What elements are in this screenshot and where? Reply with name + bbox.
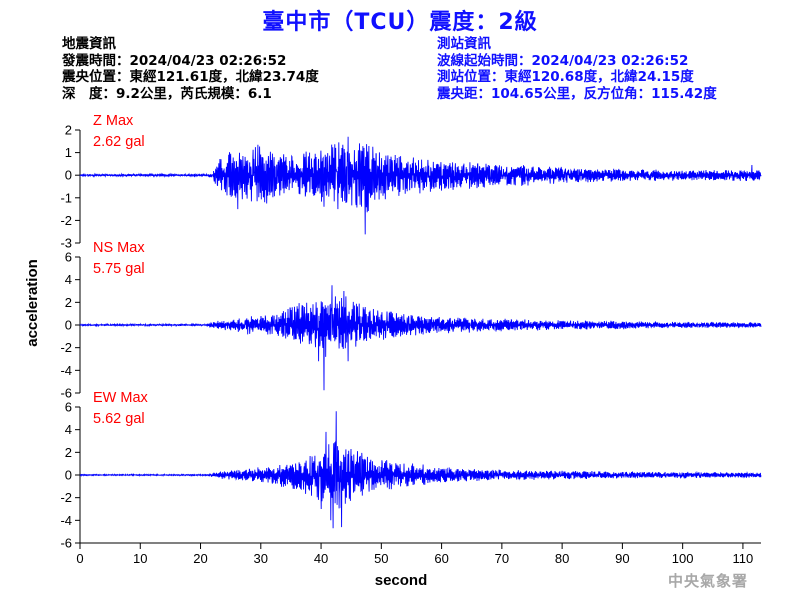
x-tick-label: 80	[555, 551, 569, 566]
y-tick-label: -4	[60, 513, 72, 528]
component-label: NS Max	[93, 240, 145, 256]
y-tick-label: 2	[65, 295, 72, 310]
y-tick-label: 6	[65, 250, 72, 265]
y-tick-label: -6	[60, 386, 72, 401]
x-tick-label: 20	[193, 551, 207, 566]
y-tick-label: 6	[65, 400, 72, 415]
y-tick-label: 0	[65, 468, 72, 483]
panel-3: 6 4 2 0 -2 -4 -6 EW Max 5.62 gal	[60, 390, 762, 551]
x-tick-label: 0	[76, 551, 83, 566]
x-tick-label: 10	[133, 551, 147, 566]
x-tick-label: 60	[434, 551, 448, 566]
y-tick-label: 2	[65, 445, 72, 460]
station-location: 測站位置：東經120.68度，北緯24.15度	[437, 69, 694, 85]
x-tick-label: 40	[314, 551, 328, 566]
x-tick-label: 50	[374, 551, 388, 566]
waveform-line	[79, 285, 762, 391]
y-tick-label: -2	[60, 213, 72, 228]
earthquake-info: 地震資訊 發震時間：2024/04/23 02:26:52 震央位置：東經121…	[62, 36, 319, 102]
waveform-line	[79, 136, 762, 235]
component-label: EW Max	[93, 390, 149, 406]
waveform-line	[79, 411, 762, 529]
y-axis-label: acceleration	[24, 259, 41, 347]
component-label: Z Max	[93, 113, 134, 129]
y-tick-label: 0	[65, 318, 72, 333]
station-info-heading: 測站資訊	[437, 36, 491, 52]
y-tick-label: 1	[65, 145, 72, 160]
panel-2: 6 4 2 0 -2 -4 -6 NS Max 5.75 gal	[60, 240, 762, 401]
epicenter-location: 震央位置：東經121.61度，北緯23.74度	[62, 69, 319, 85]
chart-title: 臺中市（TCU）震度：2級	[262, 10, 538, 35]
wave-start-time: 波線起始時間：2024/04/23 02:26:52	[437, 52, 689, 69]
origin-time: 發震時間：2024/04/23 02:26:52	[62, 52, 287, 69]
depth-magnitude: 深 度：9.2公里，芮氏規模：6.1	[62, 85, 272, 102]
panel-1: 2 1 0 -1 -2 -3 Z Max 2.62 gal	[60, 113, 762, 251]
x-axis-label: second	[375, 572, 428, 589]
y-tick-label: 2	[65, 123, 72, 138]
epicentral-distance: 震央距：104.65公里，反方位角：115.42度	[437, 85, 717, 102]
x-tick-label: 30	[254, 551, 268, 566]
y-tick-label: 0	[65, 168, 72, 183]
y-tick-label: -4	[60, 363, 72, 378]
station-info: 測站資訊 波線起始時間：2024/04/23 02:26:52 測站位置：東經1…	[437, 36, 717, 102]
y-tick-label: -3	[60, 236, 72, 251]
agency-name: 中央氣象署	[667, 572, 748, 590]
seismogram-panels: 2 1 0 -1 -2 -3 Z Max 2.62 gal 6 4 2 0 -2 -4 -6 NS Max 5.…	[60, 113, 762, 551]
y-tick-label: -2	[60, 340, 72, 355]
x-tick-label: 70	[495, 551, 509, 566]
y-tick-label: -2	[60, 490, 72, 505]
x-tick-label: 90	[615, 551, 629, 566]
earthquake-info-heading: 地震資訊	[62, 36, 116, 52]
max-value-label: 2.62 gal	[93, 134, 145, 150]
x-tick-label: 110	[733, 551, 754, 566]
y-tick-label: -1	[60, 190, 72, 205]
y-tick-label: 4	[65, 272, 72, 287]
x-tick-label: 100	[672, 551, 694, 566]
max-value-label: 5.62 gal	[93, 411, 145, 427]
x-axis: 0 10 20 30 40 50 60 70 80 90 100 110	[76, 542, 761, 566]
y-tick-label: 4	[65, 422, 72, 437]
max-value-label: 5.75 gal	[93, 261, 145, 277]
y-tick-label: -6	[60, 536, 72, 551]
